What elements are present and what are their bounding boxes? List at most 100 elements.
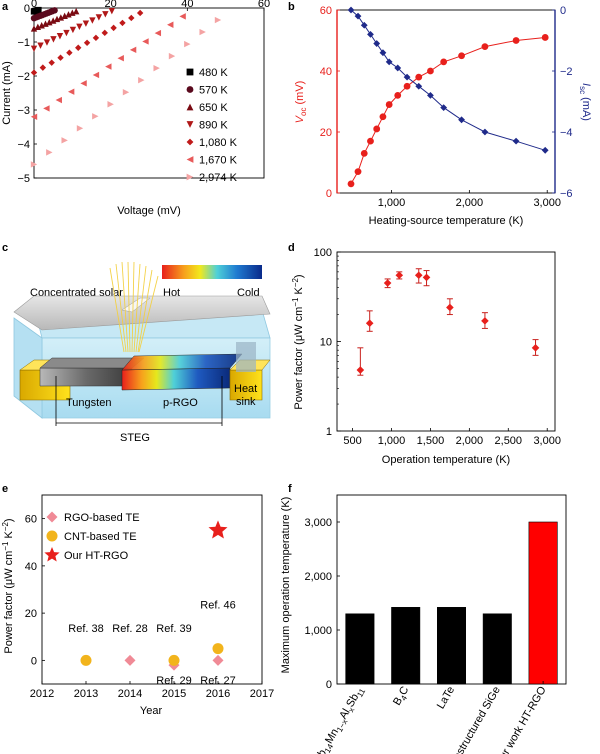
data-point xyxy=(208,520,228,539)
data-point xyxy=(354,168,362,176)
y-right-axis-label: Isc (mA) xyxy=(578,83,592,121)
legend-label: RGO-based TE xyxy=(64,512,140,524)
data-point xyxy=(415,82,423,90)
legend-label: 1,080 K xyxy=(199,137,238,149)
data-point xyxy=(512,37,520,44)
data-point xyxy=(55,96,62,104)
data-point xyxy=(199,28,206,36)
y-axis-label-part: −2 xyxy=(1,522,10,532)
data-point xyxy=(167,21,174,28)
data-point xyxy=(154,29,162,37)
data-point xyxy=(385,58,393,66)
data-point xyxy=(57,54,64,61)
y-right-axis-label-part: (mA) xyxy=(580,94,592,121)
x-tick-label: 2,000 xyxy=(456,197,484,209)
y-left-tick-label: 20 xyxy=(320,127,332,139)
data-point xyxy=(48,59,55,66)
y-tick-label: 0 xyxy=(24,3,30,15)
data-point xyxy=(427,92,434,99)
data-point xyxy=(30,161,38,168)
panel-label-e: e xyxy=(2,483,8,495)
data-point xyxy=(214,16,222,24)
data-point xyxy=(67,88,75,95)
data-point xyxy=(531,344,540,352)
tungsten-bar xyxy=(39,367,133,387)
y-axis-label: Maximum operation temperature (K) xyxy=(280,497,292,674)
data-point xyxy=(66,49,73,56)
plot-frame xyxy=(41,494,263,685)
data-point xyxy=(30,45,38,52)
data-point xyxy=(72,7,80,15)
data-point xyxy=(153,64,160,72)
data-point xyxy=(56,33,64,40)
data-point xyxy=(427,67,434,75)
x-tick-label: Our work HT-RGO xyxy=(493,684,549,754)
legend-marker xyxy=(186,121,194,128)
data-point xyxy=(89,17,96,24)
data-point xyxy=(373,125,381,133)
data-point xyxy=(83,39,91,46)
data-point xyxy=(422,273,431,282)
y-tick-label: −1 xyxy=(17,37,30,49)
data-point xyxy=(458,52,465,60)
data-point xyxy=(367,137,374,145)
legend-label: CNT-based TE xyxy=(64,531,137,543)
data-point xyxy=(138,76,145,84)
data-point xyxy=(51,7,58,14)
y-axis-label-part: −2 xyxy=(291,278,300,288)
data-point xyxy=(119,19,126,27)
data-point xyxy=(110,24,117,32)
data-point xyxy=(541,146,549,154)
plot-frame xyxy=(336,9,556,194)
legend-marker xyxy=(186,86,194,93)
x-tick-label: LaTe xyxy=(435,685,457,712)
y-axis-label-part: ) xyxy=(293,274,305,278)
data-point xyxy=(440,104,448,111)
legend-label: 1,670 K xyxy=(199,155,238,167)
heat-sink-label-1: Heat xyxy=(234,383,257,395)
data-point xyxy=(414,271,423,280)
data-point xyxy=(92,34,100,42)
y-left-axis-label: Voc (mV) xyxy=(294,81,308,124)
y-tick-label: 0 xyxy=(31,655,37,667)
data-point xyxy=(124,654,136,666)
heat-sink-label-2: sink xyxy=(236,396,256,408)
y-tick-label: 100 xyxy=(314,247,332,259)
y-axis-label: Power factor (μW cm−1 K−2) xyxy=(291,274,305,409)
y-left-axis-label-part: V xyxy=(294,114,306,123)
sunlight-rays xyxy=(109,261,159,353)
data-point xyxy=(481,128,489,136)
data-point xyxy=(415,73,423,81)
legend-marker xyxy=(186,173,194,181)
data-point xyxy=(458,116,465,124)
y-axis-label-part: −1 xyxy=(291,297,300,307)
data-point xyxy=(75,44,82,51)
x-axis-label: Year xyxy=(140,705,163,717)
bar xyxy=(482,613,512,685)
legend-marker xyxy=(186,68,194,76)
data-point xyxy=(446,303,454,312)
data-point xyxy=(395,271,404,280)
data-point xyxy=(76,125,84,132)
data-point xyxy=(105,63,112,70)
x-axis-label: Operation temperature (K) xyxy=(382,454,510,466)
x-tick-label: 40 xyxy=(181,0,193,10)
legend-marker xyxy=(44,547,60,562)
panel-label-d: d xyxy=(288,242,295,254)
y-axis-label-part: K xyxy=(3,531,15,542)
data-point xyxy=(179,13,186,20)
data-point xyxy=(80,80,87,87)
data-point xyxy=(212,654,224,666)
y-right-tick-label: −6 xyxy=(560,188,573,200)
legend-label: 890 K xyxy=(199,120,228,132)
data-point xyxy=(30,113,38,120)
data-point xyxy=(347,180,355,188)
y-tick-label: 10 xyxy=(320,337,332,349)
data-point xyxy=(379,49,387,57)
data-point xyxy=(383,279,392,287)
x-tick-label: 20 xyxy=(105,0,117,10)
x-tick-label: 2015 xyxy=(162,688,186,700)
x-tick-label-part: Sb xyxy=(344,692,361,710)
x-tick-label-part: LaTe xyxy=(435,685,457,712)
